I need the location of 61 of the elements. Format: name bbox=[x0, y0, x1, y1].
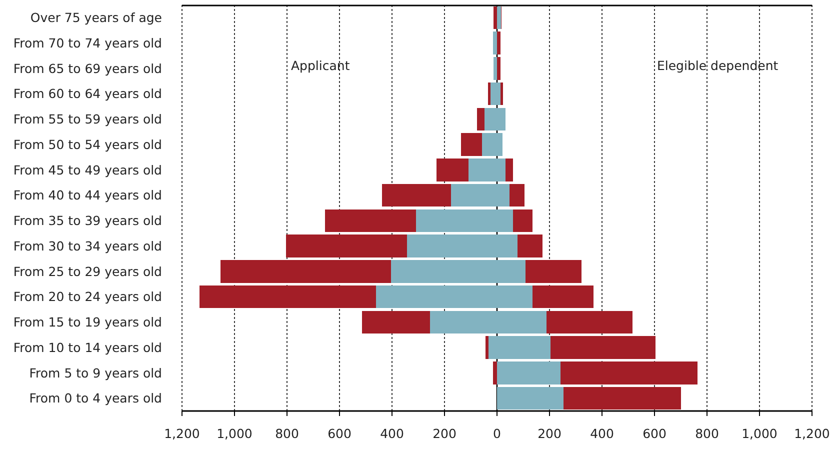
bar bbox=[220, 260, 391, 283]
x-tick-label: 1,200 bbox=[164, 426, 200, 441]
y-tick-label: From 5 to 9 years old bbox=[29, 365, 162, 380]
bar bbox=[286, 234, 407, 258]
bar bbox=[486, 336, 489, 359]
x-tick-label: 1,000 bbox=[742, 426, 778, 441]
bar bbox=[362, 310, 430, 334]
y-tick-label: From 60 to 64 years old bbox=[13, 86, 162, 102]
y-tick-label: From 35 to 39 years old bbox=[13, 213, 162, 228]
bar bbox=[512, 209, 533, 232]
x-tick-label: 400 bbox=[590, 426, 614, 441]
y-tick-label: Over 75 years of age bbox=[30, 10, 162, 26]
x-tick-label: 0 bbox=[493, 426, 502, 441]
y-tick-label: From 30 to 34 years old bbox=[13, 238, 162, 254]
bar bbox=[492, 362, 497, 384]
bar bbox=[436, 158, 469, 182]
x-tick-label: 1,200 bbox=[794, 426, 830, 441]
bar bbox=[460, 133, 482, 156]
x-tick-label: 400 bbox=[380, 426, 404, 441]
bar bbox=[325, 209, 416, 232]
x-tick-label: 200 bbox=[432, 426, 456, 441]
bar bbox=[497, 362, 561, 384]
bar bbox=[546, 310, 632, 334]
bar bbox=[497, 32, 500, 54]
annotation: Elegible dependent bbox=[657, 58, 778, 73]
bar bbox=[563, 386, 682, 410]
bar bbox=[526, 260, 582, 283]
bar bbox=[532, 285, 594, 308]
annotation: Applicant bbox=[291, 58, 350, 73]
y-tick-label: From 0 to 4 years old bbox=[29, 390, 162, 406]
bar bbox=[497, 6, 501, 30]
bar bbox=[518, 234, 543, 258]
y-tick-label: From 20 to 24 years old bbox=[13, 289, 162, 304]
x-tick-label: 800 bbox=[695, 426, 719, 441]
y-tick-label: From 10 to 14 years old bbox=[13, 340, 162, 355]
y-tick-label: From 65 to 69 years old bbox=[13, 60, 162, 76]
bar bbox=[494, 6, 497, 30]
x-tick-label: 1,000 bbox=[216, 426, 252, 441]
y-tick-label: From 15 to 19 years old bbox=[13, 314, 162, 330]
y-tick-label: From 50 to 54 years old bbox=[13, 136, 162, 152]
bar bbox=[510, 184, 525, 207]
x-tick-label: 800 bbox=[275, 426, 299, 441]
bar bbox=[506, 158, 513, 182]
bar bbox=[199, 285, 376, 308]
bar bbox=[497, 386, 564, 410]
x-tick-label: 200 bbox=[538, 426, 562, 441]
bar bbox=[382, 184, 451, 207]
bar bbox=[560, 362, 698, 384]
bar bbox=[494, 57, 497, 80]
bar bbox=[490, 82, 497, 106]
y-tick-label: From 55 to 59 years old bbox=[13, 112, 162, 127]
y-tick-label: From 25 to 29 years old bbox=[13, 264, 162, 279]
x-tick-label: 600 bbox=[328, 426, 352, 441]
y-tick-label: From 40 to 44 years old bbox=[13, 188, 162, 203]
bar bbox=[476, 108, 485, 131]
bar bbox=[492, 32, 497, 54]
y-tick-label: From 70 to 74 years old bbox=[13, 35, 162, 50]
y-tick-label: From 45 to 49 years old bbox=[13, 162, 162, 178]
bar bbox=[550, 336, 656, 359]
bar bbox=[497, 57, 500, 80]
x-tick-label: 600 bbox=[642, 426, 666, 441]
